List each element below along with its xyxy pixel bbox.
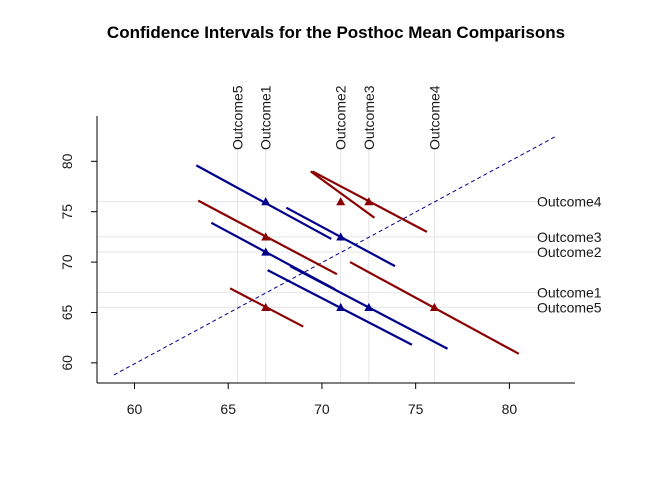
chart-title: Confidence Intervals for the Posthoc Mea… (107, 23, 565, 42)
y-tick-label: 80 (59, 153, 75, 169)
mean-marker-2 (336, 232, 346, 241)
outcome-label-vertical: Outcome4 (426, 85, 442, 150)
outcome-label-horizontal: Outcome1 (537, 284, 602, 300)
x-tick-label: 60 (127, 401, 143, 417)
outcome-label-horizontal: Outcome4 (537, 194, 602, 210)
grid-lines (97, 150, 575, 383)
mean-marker-6 (336, 197, 346, 206)
x-tick-label: 80 (502, 401, 518, 417)
y-tick-label: 60 (59, 355, 75, 371)
comparison-segments (195, 164, 520, 355)
mean-marker-10 (261, 302, 271, 312)
x-tick-label: 70 (314, 401, 330, 417)
mean-marker-7 (364, 197, 374, 206)
outcome-label-horizontal: Outcome5 (537, 299, 602, 315)
ci-segment-6 (310, 170, 376, 219)
y-tick-label: 75 (59, 204, 75, 220)
mean-marker-4 (336, 302, 346, 312)
mean-marker-8 (261, 232, 271, 241)
x-tick-label: 75 (408, 401, 424, 417)
y-tick-label: 70 (59, 254, 75, 270)
outcome-labels: Outcome1Outcome1Outcome2Outcome2Outcome3… (230, 85, 602, 315)
outcome-label-vertical: Outcome3 (361, 85, 377, 150)
outcome-label-vertical: Outcome1 (258, 85, 274, 150)
mean-marker-5 (364, 302, 374, 312)
mean-marker-3 (261, 247, 271, 256)
x-tick-label: 65 (220, 401, 236, 417)
y-tick-label: 65 (59, 304, 75, 320)
outcome-label-vertical: Outcome2 (333, 85, 349, 150)
mean-marker-1 (261, 197, 271, 206)
outcome-label-vertical: Outcome5 (230, 85, 246, 150)
mean-marker-9 (429, 302, 439, 312)
outcome-label-horizontal: Outcome2 (537, 244, 602, 260)
outcome-label-horizontal: Outcome3 (537, 229, 602, 245)
axes: 60 65 70 75 80 60 65 70 75 80 (59, 116, 575, 417)
